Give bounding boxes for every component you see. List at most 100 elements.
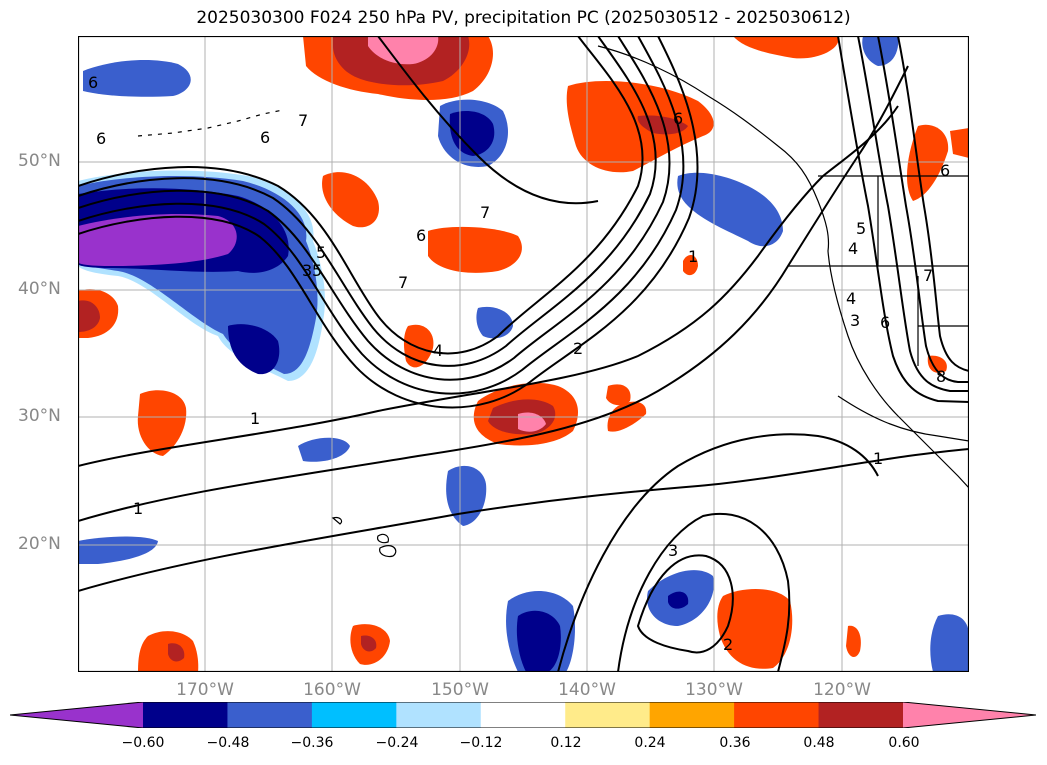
colorbar-extend-high — [903, 702, 1036, 728]
shading-region — [950, 128, 969, 158]
contour-label: 5 — [312, 261, 322, 280]
shading-region — [683, 254, 698, 276]
map-background — [78, 36, 969, 672]
colorbar-cell — [734, 702, 820, 728]
colorbar-tick: −0.36 — [290, 735, 334, 751]
shading-region — [403, 324, 434, 368]
contour-label: 3 — [302, 261, 312, 280]
contour-label: 6 — [96, 129, 106, 148]
colorbar-extend-low — [10, 702, 143, 728]
contour-label: 7 — [923, 266, 933, 285]
shading-region — [228, 324, 280, 375]
lon-label-140w: 140°W — [558, 680, 616, 700]
shading-region — [733, 36, 839, 59]
contour-line — [78, 448, 969, 592]
colorbar-tick: −0.24 — [375, 735, 419, 751]
lat-label-20n: 20°N — [18, 534, 61, 554]
coast-line — [597, 45, 969, 489]
colorbar-cell — [396, 702, 482, 728]
contour-label: 2 — [573, 339, 583, 358]
map-title: 2025030300 F024 250 hPa PV, precipitatio… — [196, 8, 851, 28]
colorbar-cell — [818, 702, 904, 728]
shading-region — [449, 111, 495, 156]
shading-region — [368, 36, 439, 65]
contour-label: 5 — [856, 219, 866, 238]
lon-label-120w: 120°W — [813, 680, 871, 700]
shading-region — [168, 643, 185, 662]
island — [331, 516, 343, 525]
lon-label-150w: 150°W — [431, 680, 489, 700]
contour-label: 1 — [133, 499, 143, 518]
colorbar-tick: −0.48 — [206, 735, 250, 751]
contour-line — [897, 36, 969, 372]
map-panel: 6 6 7 5 6 6 7 7 6 4 5 3 4 2 1 1 1 3 2 5 … — [78, 36, 969, 672]
colorbar-tick: −0.60 — [121, 735, 165, 751]
lat-label-40n: 40°N — [18, 279, 61, 299]
colorbar-cell — [649, 702, 735, 728]
colorbar-cell — [227, 702, 313, 728]
colorbar-tick: 0.12 — [550, 735, 582, 751]
graticule — [78, 36, 969, 672]
shading-region — [428, 226, 522, 273]
colorbar-tick: 0.60 — [888, 735, 920, 751]
shading-region — [606, 384, 631, 406]
contour-label: 6 — [416, 226, 426, 245]
contour-label: 5 — [316, 243, 326, 262]
contour-labels: 6 6 7 5 6 6 7 7 6 4 5 3 4 2 1 1 1 3 2 5 … — [88, 73, 950, 654]
contour-line — [636, 554, 734, 654]
contour-label: 2 — [723, 635, 733, 654]
lon-label-160w: 160°W — [303, 680, 361, 700]
lon-label-130w: 130°W — [685, 680, 743, 700]
contour-label: 7 — [298, 111, 308, 130]
contour-label: 3 — [850, 311, 860, 330]
contour-line — [617, 512, 791, 672]
shading-region — [137, 390, 187, 456]
contour-line — [377, 36, 599, 205]
contour-label: 3 — [668, 541, 678, 560]
contour-line — [78, 36, 699, 409]
shading-region — [298, 437, 350, 462]
contour-line — [557, 433, 879, 672]
shading-region — [361, 635, 377, 652]
island — [377, 533, 389, 544]
colorbar-tick: 0.24 — [634, 735, 666, 751]
lon-label-170w: 170°W — [176, 680, 234, 700]
lat-label-50n: 50°N — [18, 151, 61, 171]
shading-region — [717, 589, 793, 669]
shading-region — [78, 536, 158, 564]
shading-region — [927, 355, 947, 373]
contour-label: 4 — [846, 289, 856, 308]
island-chain — [137, 109, 284, 137]
pv-contours — [78, 36, 969, 672]
shading-region — [83, 60, 191, 97]
contour-label: 8 — [936, 367, 946, 386]
contour-line — [857, 36, 969, 392]
shading-region — [668, 591, 689, 609]
contour-label: 7 — [398, 273, 408, 292]
shading-region — [930, 614, 969, 672]
shading-region — [846, 625, 861, 658]
contour-label: 6 — [940, 161, 950, 180]
colorbar-cell — [143, 702, 228, 728]
shading-region — [78, 300, 100, 332]
colorbar-cell — [480, 702, 566, 728]
shading-region — [516, 610, 561, 672]
contour-label: 6 — [880, 313, 890, 332]
shading-region — [78, 214, 237, 266]
contour-label: 6 — [260, 128, 270, 147]
contour-label: 7 — [480, 203, 490, 222]
colorbar — [10, 702, 1036, 728]
colorbar-cell — [311, 702, 397, 728]
contour-label: 1 — [688, 247, 698, 266]
contour-label: 6 — [673, 109, 683, 128]
contour-label: 4 — [433, 341, 443, 360]
colorbar-tick: 0.48 — [803, 735, 835, 751]
contour-label: 6 — [88, 73, 98, 92]
contour-line — [837, 36, 969, 403]
colorbar-tick: 0.36 — [719, 735, 751, 751]
map-frame — [78, 36, 969, 672]
contour-line — [78, 105, 899, 467]
border-line — [837, 395, 969, 442]
shading-region — [322, 172, 379, 228]
colorbar-cells — [10, 702, 1036, 728]
